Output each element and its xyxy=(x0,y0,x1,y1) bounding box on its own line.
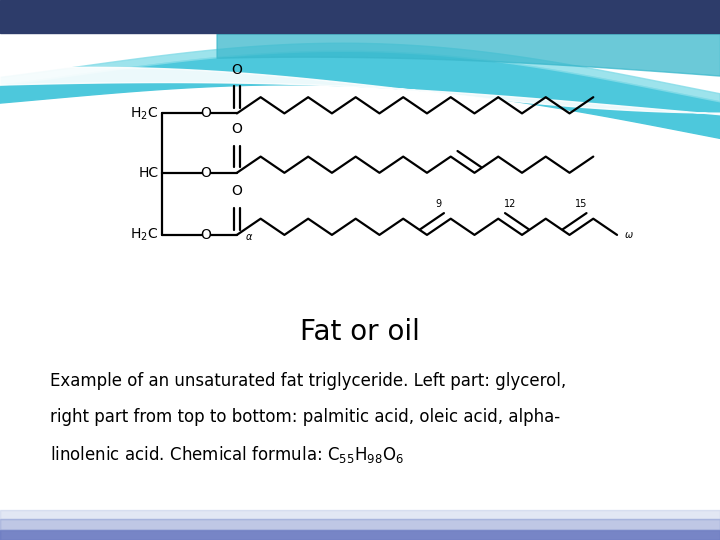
Text: O: O xyxy=(231,122,243,136)
Text: O: O xyxy=(199,106,211,120)
Text: H$_2$C: H$_2$C xyxy=(130,105,158,122)
Text: Fat or oil: Fat or oil xyxy=(300,318,420,346)
Text: O: O xyxy=(231,184,243,198)
Text: O: O xyxy=(199,228,211,242)
Text: H$_2$C: H$_2$C xyxy=(130,227,158,243)
Text: 12: 12 xyxy=(504,199,516,209)
Text: O: O xyxy=(199,166,211,180)
Bar xyxy=(0,0,720,33)
Text: linolenic acid. Chemical formula: C$_{55}$H$_{98}$O$_6$: linolenic acid. Chemical formula: C$_{55… xyxy=(50,444,405,464)
Text: 9: 9 xyxy=(436,199,442,209)
Text: O: O xyxy=(231,63,243,77)
Text: $\omega$: $\omega$ xyxy=(624,230,634,240)
Text: $\alpha$: $\alpha$ xyxy=(245,232,253,242)
Text: 15: 15 xyxy=(575,199,588,209)
Text: Example of an unsaturated fat triglyceride. Left part: glycerol,: Example of an unsaturated fat triglyceri… xyxy=(50,372,567,390)
Text: right part from top to bottom: palmitic acid, oleic acid, alpha-: right part from top to bottom: palmitic … xyxy=(50,408,561,427)
Text: HC: HC xyxy=(138,166,158,180)
